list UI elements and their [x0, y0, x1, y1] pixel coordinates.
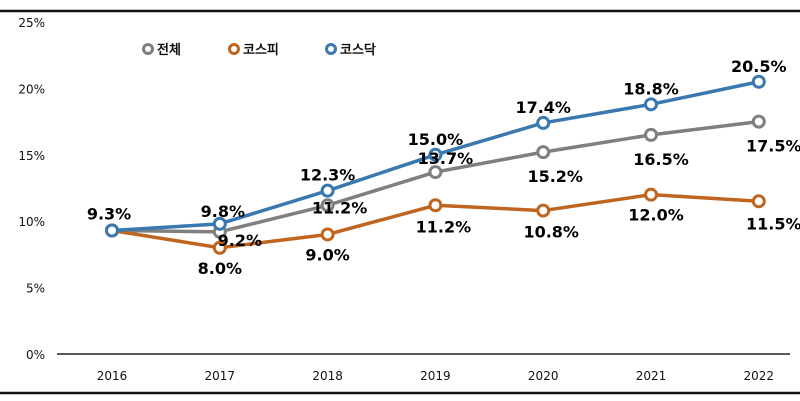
- data-point: [212, 216, 227, 231]
- data-label: 20.5%: [731, 57, 787, 76]
- legend: 전체 코스피 코스닥: [142, 42, 376, 58]
- data-label: 16.5%: [633, 150, 689, 169]
- y-tick-label: 25%: [18, 16, 45, 30]
- data-point: [428, 198, 443, 213]
- y-tick-label: 20%: [18, 82, 45, 96]
- data-label: 11.2%: [416, 217, 472, 236]
- data-point: [320, 183, 335, 198]
- x-tick-label: 2019: [420, 369, 451, 383]
- data-label: 11.2%: [312, 198, 368, 217]
- data-point: [536, 115, 551, 130]
- legend-label: 전체: [157, 42, 181, 58]
- data-point: [320, 198, 335, 213]
- data-point: [751, 194, 766, 209]
- data-point: [644, 97, 658, 112]
- legend-label: 코스닥: [340, 42, 376, 58]
- x-tick-label: 2016: [97, 369, 128, 383]
- data-point: [105, 223, 119, 238]
- x-tick-label: 2020: [528, 369, 559, 383]
- y-tick-label: 0%: [26, 348, 45, 362]
- data-label: 9.8%: [201, 202, 245, 221]
- data-label: 18.8%: [623, 79, 679, 98]
- data-label: 17.4%: [515, 98, 571, 117]
- data-point: [536, 145, 551, 160]
- x-axis-ticks: 2016 2017 2018 2019 2020 2021 2022: [97, 369, 774, 383]
- data-label: 15.0%: [408, 130, 464, 149]
- x-tick-label: 2022: [744, 369, 775, 383]
- data-label: 12.0%: [628, 206, 684, 225]
- data-label: 9.2%: [218, 231, 262, 250]
- data-label: 9.0%: [305, 245, 349, 264]
- data-label: 15.2%: [527, 167, 583, 186]
- data-labels-layer: 9.2% 11.2% 13.7% 15.2% 16.5% 17.5% 8.0% 9.0% 11.…: [87, 57, 800, 278]
- data-point: [644, 127, 658, 142]
- y-tick-label: 5%: [26, 282, 45, 296]
- data-label: 13.7%: [418, 149, 474, 168]
- y-axis-ticks: 0% 5% 10% 15% 20% 25%: [18, 16, 45, 362]
- legend-marker: [228, 43, 240, 55]
- legend-label: 코스피: [243, 43, 279, 58]
- x-tick-label: 2021: [636, 369, 667, 383]
- y-tick-label: 15%: [18, 149, 45, 163]
- data-label: 9.3%: [87, 204, 131, 223]
- data-point: [644, 187, 658, 202]
- data-label: 11.5%: [746, 214, 800, 233]
- x-tick-label: 2018: [312, 369, 343, 383]
- data-label: 8.0%: [198, 259, 242, 278]
- data-point: [751, 114, 766, 129]
- legend-marker: [325, 43, 337, 55]
- data-point: [320, 227, 335, 242]
- data-point: [212, 240, 227, 255]
- data-point: [428, 165, 443, 180]
- data-point: [536, 203, 551, 218]
- x-tick-label: 2017: [205, 369, 236, 383]
- y-tick-label: 10%: [18, 215, 45, 229]
- data-point: [751, 74, 766, 89]
- data-label: 10.8%: [523, 223, 579, 242]
- data-label: 17.5%: [746, 137, 800, 156]
- legend-marker: [142, 43, 154, 55]
- data-point: [428, 147, 443, 162]
- data-label: 12.3%: [300, 166, 356, 185]
- series-layer: [105, 74, 766, 255]
